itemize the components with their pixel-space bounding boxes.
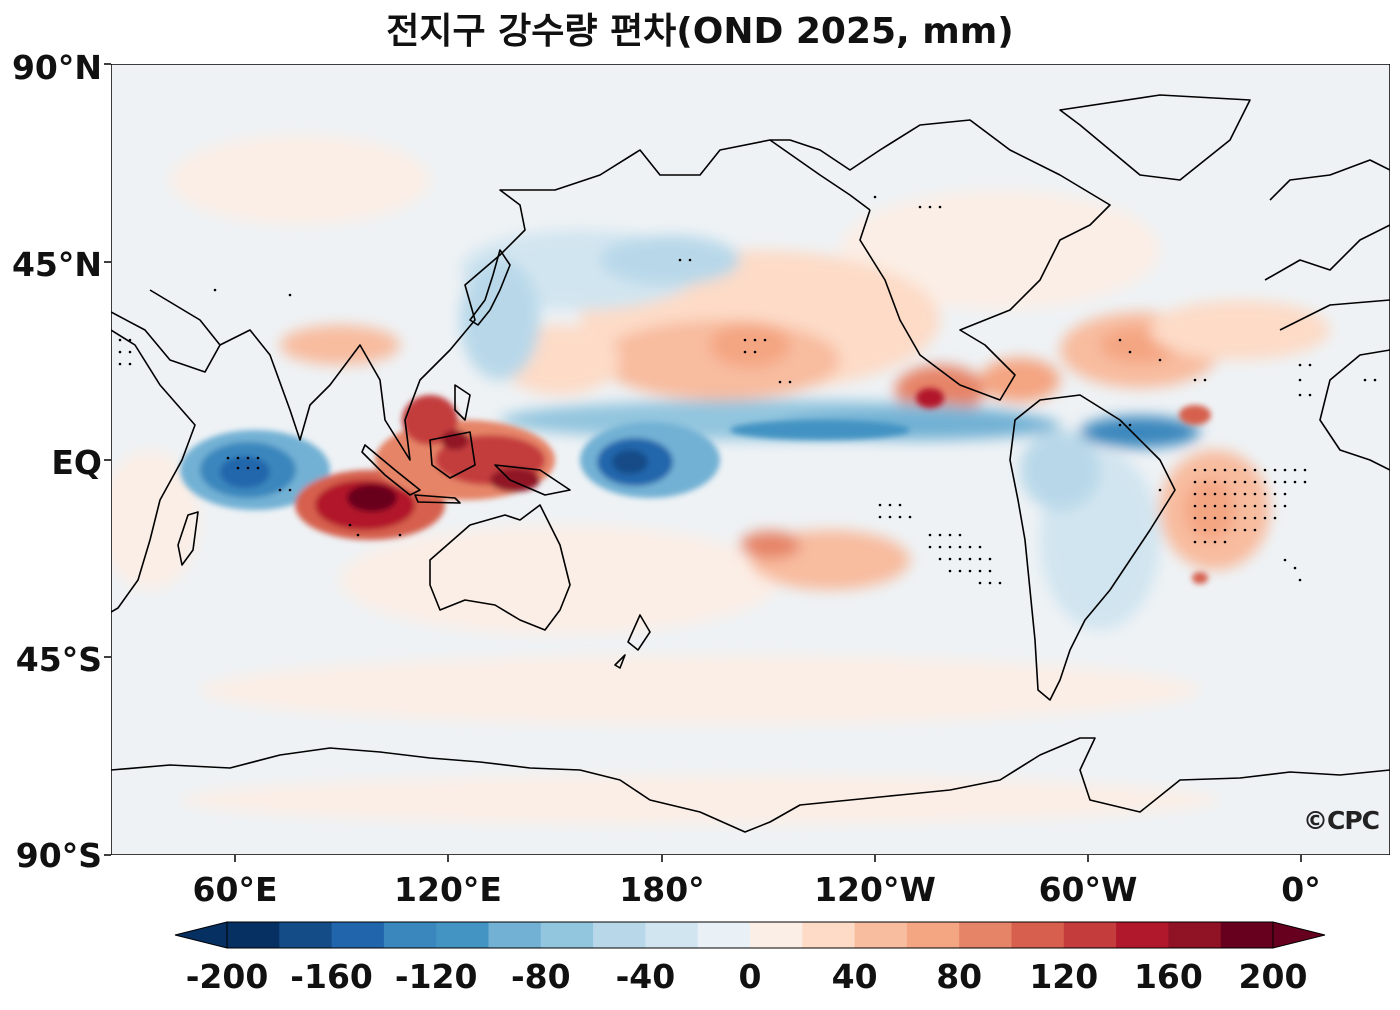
coast-arabia bbox=[111, 289, 221, 373]
coastlines bbox=[111, 94, 1390, 833]
colorbar-tick-label: 160 bbox=[1133, 957, 1203, 996]
colorbar-tick-label: -80 bbox=[510, 957, 571, 996]
colorbar-bin bbox=[854, 922, 908, 948]
coast-japan bbox=[469, 249, 511, 326]
coast-europe bbox=[1264, 159, 1390, 331]
coast-australia bbox=[429, 504, 571, 631]
colorbar-bin bbox=[488, 922, 542, 948]
coast-madagascar bbox=[177, 511, 199, 566]
colorbar-bin bbox=[1011, 922, 1065, 948]
lon-label-60w: 60°W bbox=[1038, 870, 1138, 909]
coast-antarctica bbox=[111, 737, 1390, 833]
lat-label-45s: 45°S bbox=[15, 640, 102, 679]
colorbar-bin bbox=[331, 922, 385, 948]
colorbar-bin bbox=[906, 922, 960, 948]
coast-sumatra bbox=[361, 444, 421, 496]
colorbar-bin bbox=[697, 922, 751, 948]
coast-south-asia bbox=[219, 139, 871, 461]
colorbar-tick-label: -40 bbox=[615, 957, 676, 996]
tropical-anomaly-layer bbox=[180, 388, 1211, 584]
colorbar-tick-label: -160 bbox=[290, 957, 373, 996]
coast-new-guinea bbox=[494, 464, 571, 496]
colorbar-bin bbox=[279, 922, 333, 948]
colorbar-extend-min bbox=[174, 921, 228, 949]
lat-label-90s: 90°S bbox=[15, 836, 102, 875]
coast-west-africa bbox=[1319, 349, 1390, 471]
lat-label-eq: EQ bbox=[51, 443, 102, 482]
colorbar-tick-label: -200 bbox=[185, 957, 269, 996]
cpc-watermark: ©CPC bbox=[1302, 806, 1380, 835]
colorbar-bin bbox=[383, 922, 437, 948]
significance-stippling bbox=[118, 195, 1377, 585]
colorbar-bin bbox=[1063, 922, 1117, 948]
coast-greenland bbox=[1059, 94, 1251, 181]
colorbar-bin bbox=[802, 922, 856, 948]
lat-label-45n: 45°N bbox=[11, 245, 102, 284]
colorbar-outline bbox=[226, 921, 1274, 949]
lon-label-120e: 120°E bbox=[394, 870, 502, 909]
colorbar-tick-label: -120 bbox=[394, 957, 478, 996]
colorbar-tick-label: 200 bbox=[1238, 957, 1308, 996]
colorbar-extend-max bbox=[1272, 921, 1326, 949]
colorbar-bin bbox=[959, 922, 1012, 948]
coast-borneo bbox=[429, 431, 476, 479]
colorbar-bin bbox=[1116, 922, 1169, 948]
stipple-indian-ocean bbox=[118, 338, 402, 537]
colorbar-bin bbox=[1168, 922, 1222, 948]
colorbar-bin bbox=[436, 922, 489, 948]
colorbar-tick-label: 0 bbox=[738, 957, 762, 996]
colorbar-tick-label: 120 bbox=[1029, 957, 1099, 996]
lon-label-0: 0° bbox=[1281, 870, 1321, 909]
colorbar-tick-label: 80 bbox=[936, 957, 983, 996]
coast-java bbox=[414, 494, 461, 504]
colorbar-bin bbox=[227, 922, 280, 948]
colorbar-bin bbox=[540, 922, 594, 948]
colorbar-bin bbox=[750, 922, 803, 948]
anomaly-field-layer bbox=[111, 135, 1330, 825]
axis-ticks bbox=[104, 63, 1302, 862]
stipple-atlantic-south bbox=[1193, 468, 1307, 582]
coast-africa bbox=[111, 329, 196, 613]
lon-label-120w: 120°W bbox=[814, 870, 936, 909]
coast-south-america bbox=[1009, 394, 1176, 701]
lat-label-90n: 90°N bbox=[11, 48, 102, 87]
coast-philippines bbox=[454, 384, 471, 421]
colorbar-bin bbox=[645, 922, 699, 948]
lon-label-60e: 60°E bbox=[192, 870, 278, 909]
colorbar-bin bbox=[593, 922, 646, 948]
colorbar-tick-label: 40 bbox=[831, 957, 878, 996]
stipple-north bbox=[213, 195, 1377, 492]
stipple-pacific-south bbox=[878, 503, 1002, 585]
map-frame bbox=[111, 64, 1390, 855]
coast-new-zealand bbox=[614, 614, 651, 669]
colorbar-bin bbox=[1220, 922, 1274, 948]
colorbar bbox=[174, 921, 1326, 949]
lon-label-180: 180° bbox=[619, 870, 705, 909]
coast-north-america bbox=[770, 119, 1111, 401]
map-title: 전지구 강수량 편차(OND 2025, mm) bbox=[386, 11, 1014, 52]
